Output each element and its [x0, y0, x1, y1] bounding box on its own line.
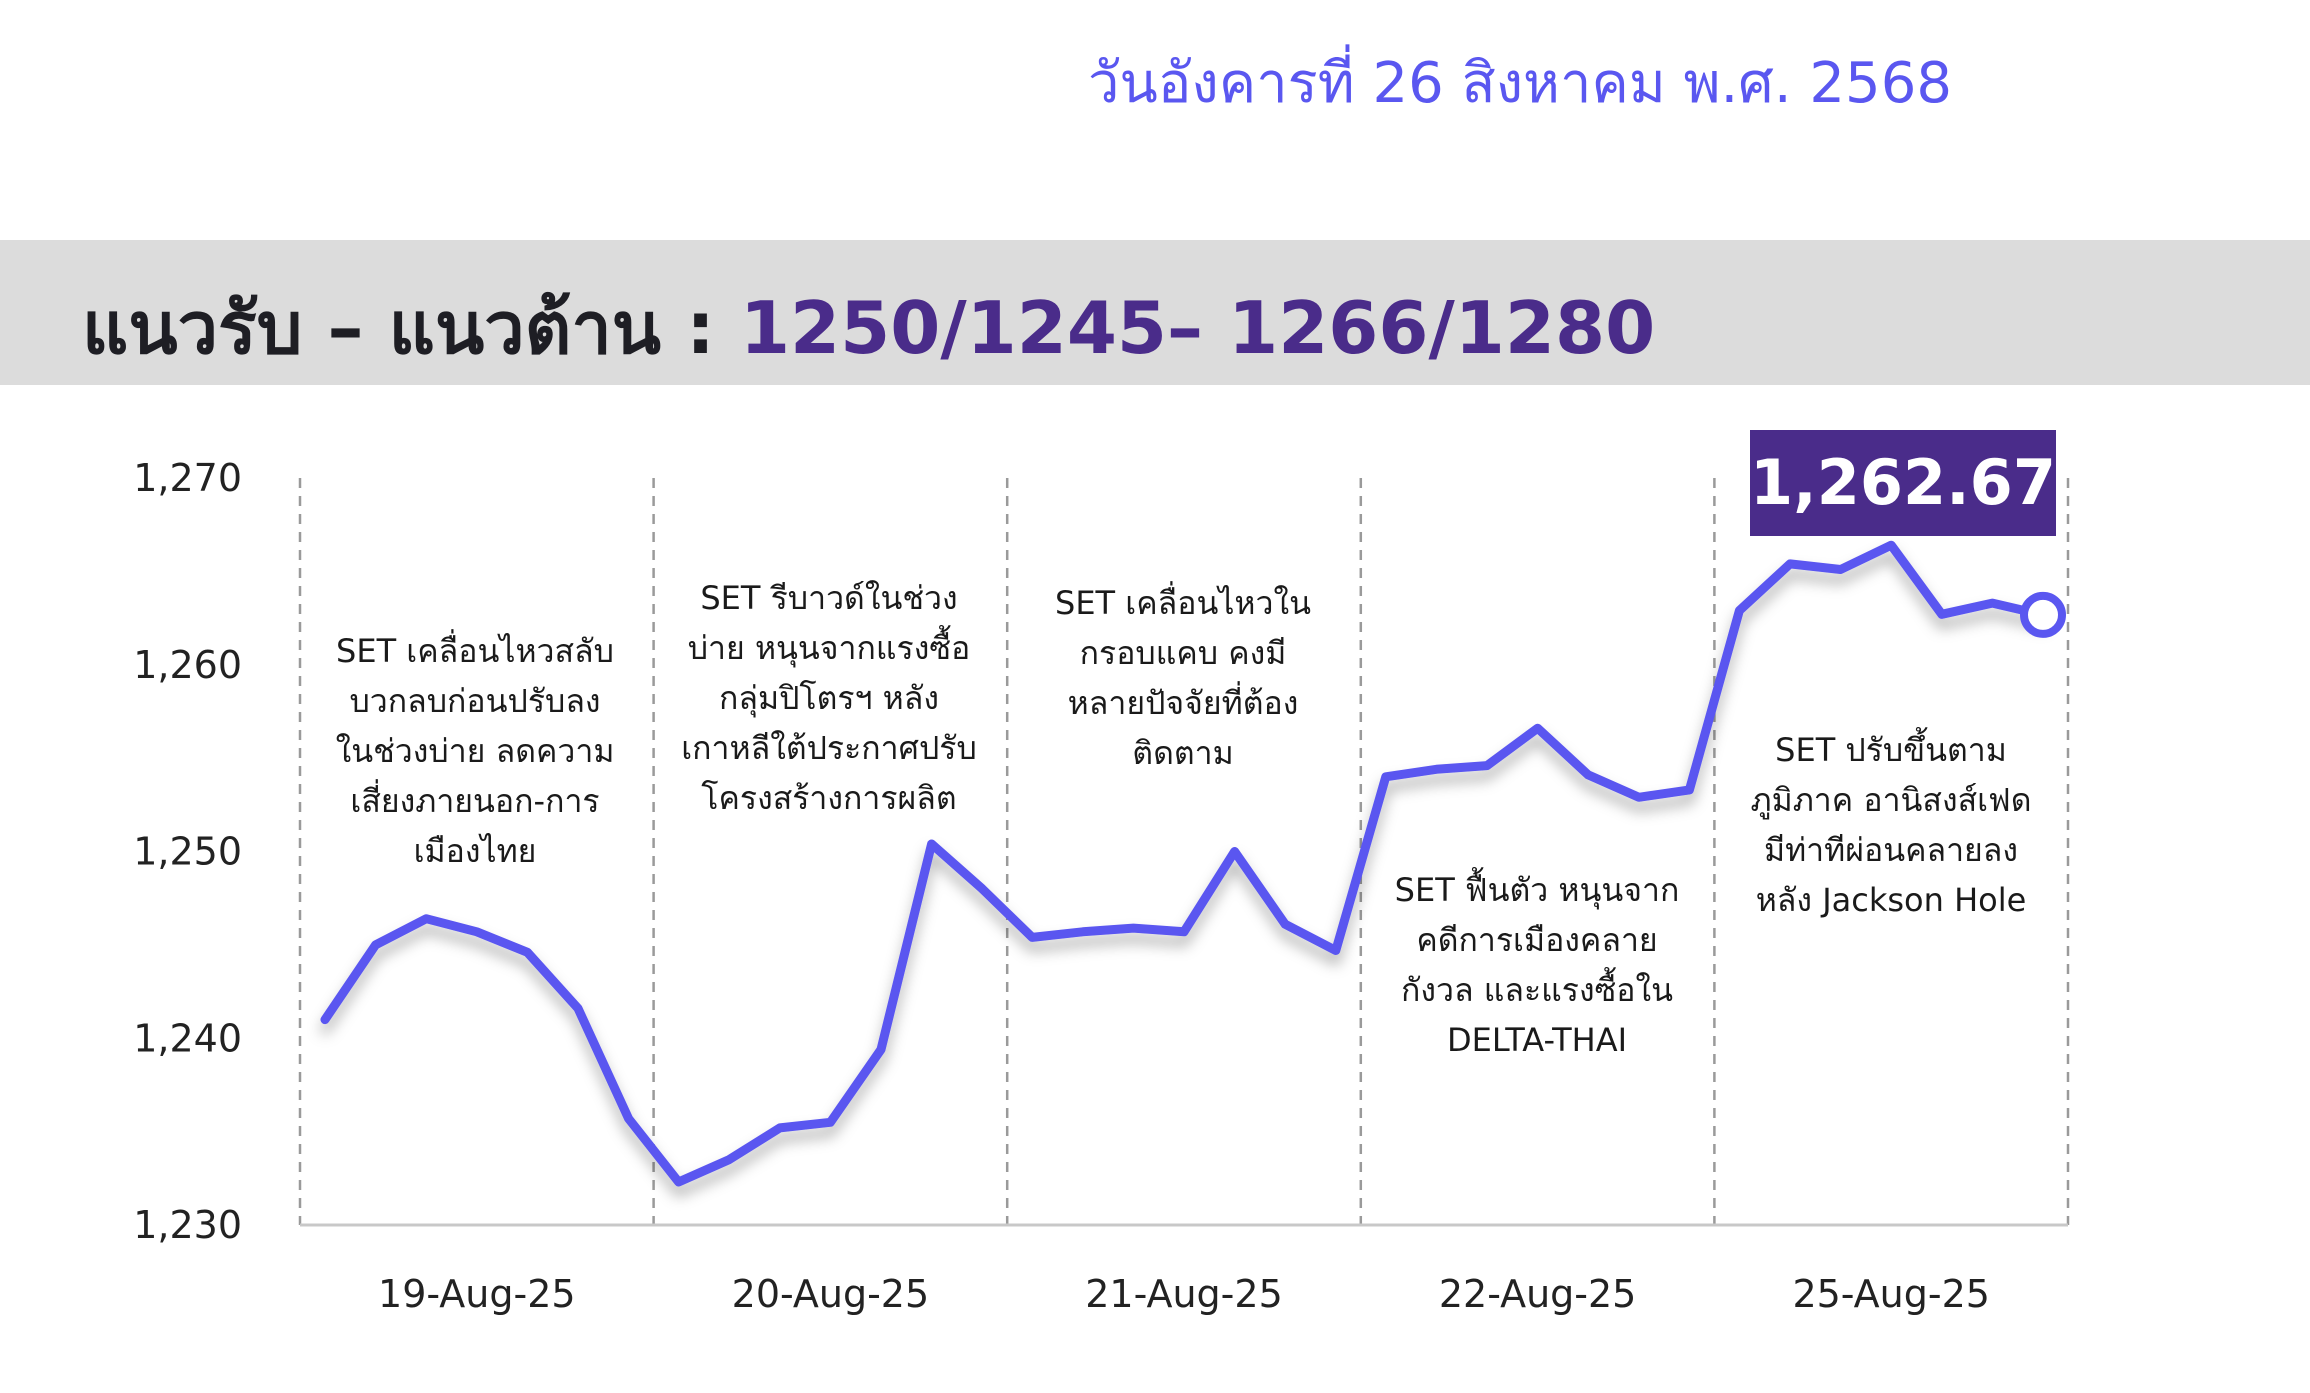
- y-tick-label: 1,230: [133, 1203, 242, 1247]
- annotation-22-aug: SET ฟื้นตัว หนุนจาก คดีการเมืองคลาย กังว…: [1394, 871, 1680, 1059]
- annotation-20-aug: SET รีบาวด์ในช่วง บ่าย หนุนจากแรงซื้อ กล…: [681, 579, 977, 817]
- annotation-21-aug: SET เคลื่อนไหวใน กรอบแคบ คงมี หลายปัจจัย…: [1055, 584, 1311, 772]
- x-tick-label: 19-Aug-25: [378, 1272, 576, 1316]
- y-tick-label: 1,270: [133, 456, 242, 500]
- support-resistance-levels: 1250/1245– 1266/1280: [739, 286, 1656, 370]
- last-point-marker: [2020, 591, 2066, 638]
- y-tick-label: 1,250: [133, 830, 242, 874]
- x-tick-label: 22-Aug-25: [1439, 1272, 1637, 1316]
- x-tick-label: 25-Aug-25: [1792, 1272, 1990, 1316]
- x-tick-label: 21-Aug-25: [1085, 1272, 1283, 1316]
- last-value-badge: 1,262.67: [1750, 430, 2056, 536]
- x-tick-label: 20-Aug-25: [732, 1272, 930, 1316]
- support-resistance-band: [0, 240, 2310, 385]
- set-index-line: [320, 540, 2048, 1187]
- annotation-25-aug: SET ปรับขึ้นตาม ภูมิภาค อานิสงส์เฟด มีท่…: [1750, 731, 2032, 919]
- y-tick-label: 1,260: [133, 643, 242, 687]
- y-tick-label: 1,240: [133, 1016, 242, 1060]
- report-date: วันอังคารที่ 26 สิงหาคม พ.ศ. 2568: [1088, 51, 1952, 116]
- support-resistance-title: แนวรับ – แนวต้าน : 1250/1245– 1266/1280: [82, 270, 1655, 385]
- annotation-19-aug: SET เคลื่อนไหวสลับ บวกลบก่อนปรับลง ในช่ว…: [335, 632, 615, 870]
- support-resistance-label: แนวรับ – แนวต้าน :: [82, 286, 740, 370]
